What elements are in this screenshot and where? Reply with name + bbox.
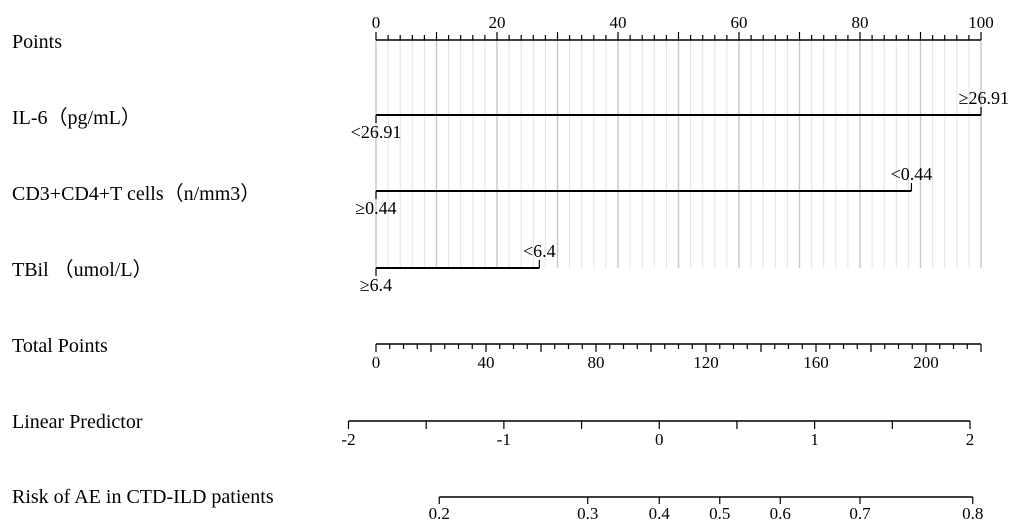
il6-level-label: ≥26.91 xyxy=(959,88,1009,108)
cd3cd4-level-label: <0.44 xyxy=(891,164,933,184)
points-row-label: Points xyxy=(12,31,62,53)
points-tick-label: 100 xyxy=(968,13,994,32)
cd3cd4-level-label: ≥0.44 xyxy=(355,198,396,218)
total-points-tick-label: 120 xyxy=(693,353,719,372)
tbil-level-label: ≥6.4 xyxy=(360,275,392,295)
total-points-tick-label: 200 xyxy=(913,353,939,372)
tbil-level-label: <6.4 xyxy=(523,241,556,261)
linear-predictor-row-label: Linear Predictor xyxy=(12,411,143,433)
il6-row-label: IL-6（pg/mL） xyxy=(12,106,141,129)
points-tick-label: 60 xyxy=(731,13,748,32)
linear-predictor-tick-label: -2 xyxy=(341,430,355,449)
risk-tick-label: 0.3 xyxy=(577,504,598,521)
tbil-row-label: TBil （umol/L） xyxy=(12,258,153,281)
points-tick-label: 0 xyxy=(372,13,381,32)
total-points-tick-label: 80 xyxy=(588,353,605,372)
cd3cd4-row-label: CD3+CD4+T cells（n/mm3） xyxy=(12,182,260,205)
risk-tick-label: 0.7 xyxy=(849,504,871,521)
risk-tick-label: 0.6 xyxy=(770,504,791,521)
il6-level-label: <26.91 xyxy=(351,122,402,142)
risk-row-label: Risk of AE in CTD-ILD patients xyxy=(12,486,274,508)
linear-predictor-tick-label: 1 xyxy=(810,430,819,449)
total-points-row-label: Total Points xyxy=(12,335,108,357)
linear-predictor-tick-label: 2 xyxy=(966,430,975,449)
points-tick-label: 80 xyxy=(852,13,869,32)
linear-predictor-tick-label: -1 xyxy=(497,430,511,449)
risk-tick-label: 0.5 xyxy=(709,504,730,521)
total-points-tick-label: 0 xyxy=(372,353,381,372)
risk-tick-label: 0.4 xyxy=(649,504,671,521)
grid-lines xyxy=(375,40,982,268)
points-tick-label: 20 xyxy=(489,13,506,32)
axes-layer: 0 20 40 60 80 100<26.91≥26.91≥0.44<0.44≥6.4<6… xyxy=(341,13,1009,521)
risk-tick-label: 0.2 xyxy=(429,504,450,521)
total-points-tick-label: 160 xyxy=(803,353,829,372)
total-points-tick-label: 40 xyxy=(478,353,495,372)
risk-tick-label: 0.8 xyxy=(962,504,983,521)
points-tick-label: 40 xyxy=(610,13,627,32)
linear-predictor-tick-label: 0 xyxy=(655,430,664,449)
